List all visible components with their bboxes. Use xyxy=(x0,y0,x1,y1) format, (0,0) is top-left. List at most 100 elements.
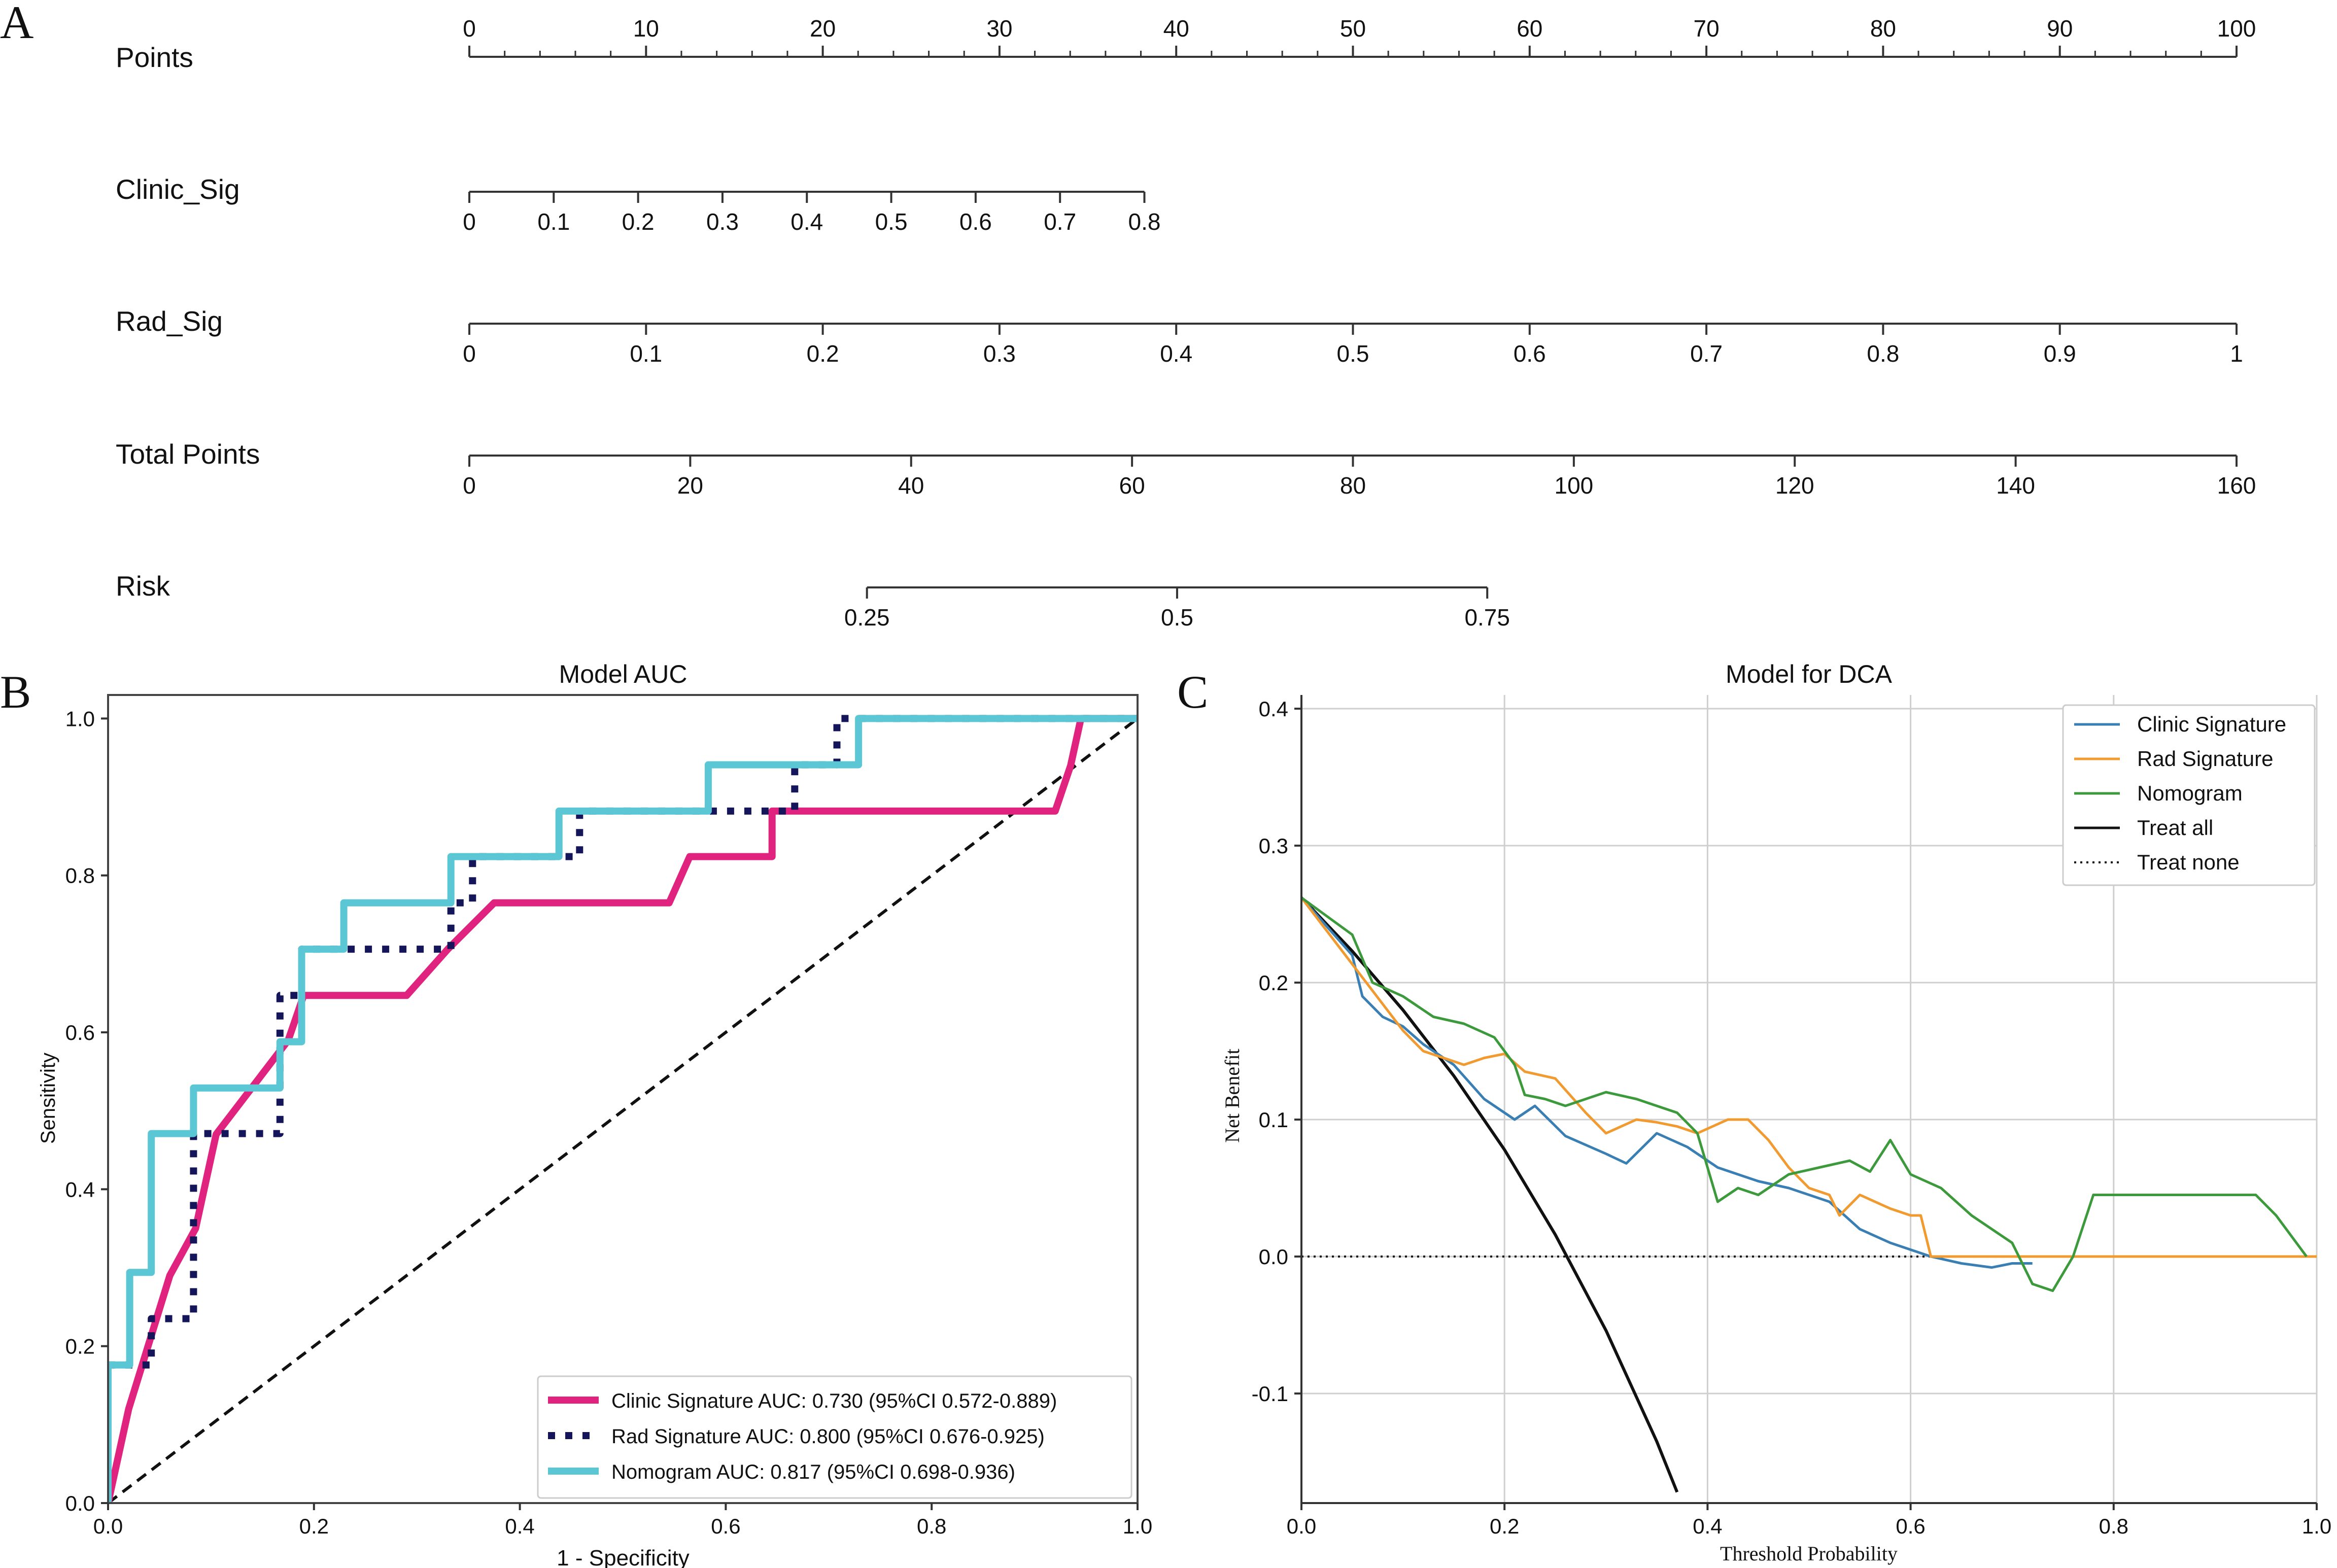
plot-frame xyxy=(107,694,1139,1504)
nomogram-tick-label: 0.8 xyxy=(1867,340,1899,367)
y-tick-label: 0.2 xyxy=(65,1335,95,1358)
nomogram-row-points: Points 0 10 20 30 40 50 60 70 80 90 100 xyxy=(116,15,2256,73)
series-line-rad xyxy=(1301,897,2317,1258)
x-tick-label: 0.0 xyxy=(1287,1514,1316,1538)
roc-chart: Model AUC 1 - Specificity Sensitivity 0.… xyxy=(37,660,1152,1568)
roc-x-label: 1 - Specificity xyxy=(557,1546,690,1568)
series-line-reference xyxy=(108,717,1138,1503)
nomogram-panel: Points 0 10 20 30 40 50 60 70 80 90 100 Clinic_Sig… xyxy=(116,15,2256,631)
x-tick-label: 1.0 xyxy=(2302,1514,2331,1538)
x-tick-label: 0.4 xyxy=(1693,1514,1722,1538)
nomogram-tick-label: 0 xyxy=(463,340,476,367)
panel-label-b: B xyxy=(0,666,31,718)
y-tick-label: 0.4 xyxy=(1259,697,1288,721)
y-tick-label: 0.2 xyxy=(1259,971,1288,995)
y-tick-label: 0.1 xyxy=(1259,1108,1288,1132)
nomogram-tick-label: 20 xyxy=(810,15,836,42)
series-line-treat xyxy=(1301,896,1679,1493)
roc-legend-label-rad: Rad Signature AUC: 0.800 (95%CI 0.676-0.… xyxy=(611,1425,1045,1448)
roc-legend-label-nomogram: Nomogram AUC: 0.817 (95%CI 0.698-0.936) xyxy=(611,1461,1015,1483)
nomogram-tick-label: 0.75 xyxy=(1464,604,1510,631)
nomogram-tick-label: 120 xyxy=(1775,472,1814,499)
nomogram-tick-label: 80 xyxy=(1340,472,1366,499)
dca-y-label: Net Benefit xyxy=(1221,1049,1244,1143)
nomogram-tick-label: 0.5 xyxy=(1337,340,1369,367)
nomogram-tick-label: 100 xyxy=(1555,472,1594,499)
dca-legend: Clinic Signature Rad Signature Nomogram … xyxy=(2062,704,2316,886)
nomogram-row-label: Total Points xyxy=(116,438,260,470)
y-tick-label: -0.1 xyxy=(1252,1382,1288,1406)
nomogram-tick-label: 10 xyxy=(633,15,659,42)
panel-label-a: A xyxy=(0,0,33,48)
series-line-nomogram xyxy=(108,715,1138,1503)
x-tick-label: 0.8 xyxy=(917,1514,946,1538)
nomogram-tick-label: 60 xyxy=(1119,472,1145,499)
x-tick-label: 1.0 xyxy=(1123,1514,1152,1538)
nomogram-row-rad-sig: Rad_Sig 0 0.1 0.2 0.3 0.4 0.5 0.6 0.7 0.8 0.9 1 xyxy=(116,305,2243,367)
nomogram-row-risk: Risk 0.25 0.5 0.75 xyxy=(116,570,1510,631)
y-tick-label: 0.4 xyxy=(65,1177,95,1201)
nomogram-tick-label: 100 xyxy=(2217,15,2256,42)
nomogram-tick-label: 0.6 xyxy=(1514,340,1546,367)
nomogram-tick-label: 0.1 xyxy=(630,340,662,367)
roc-legend-label-clinic: Clinic Signature AUC: 0.730 (95%CI 0.572… xyxy=(611,1390,1057,1412)
x-tick-label: 0.6 xyxy=(1896,1514,1925,1538)
dca-x-label: Threshold Probability xyxy=(1720,1542,1898,1565)
nomogram-tick-label: 70 xyxy=(1694,15,1720,42)
nomogram-tick-label: 60 xyxy=(1517,15,1542,42)
nomogram-tick-label: 0.4 xyxy=(1160,340,1192,367)
nomogram-row-total-points: Total Points 0 20 40 60 80 100 120 140 160 xyxy=(116,438,2256,499)
series-line-nomogram xyxy=(1301,896,2308,1292)
nomogram-tick-label: 0.8 xyxy=(1128,208,1161,235)
nomogram-tick-label: 0 xyxy=(463,15,476,42)
dca-chart: Model for DCA Threshold Probability Net … xyxy=(1221,660,2331,1565)
series-group xyxy=(1301,896,2317,1493)
nomogram-row-label: Risk xyxy=(116,570,170,602)
panel-label-c: C xyxy=(1177,666,1208,718)
y-tick-label: 0.0 xyxy=(65,1491,95,1515)
nomogram-tick-label: 0.5 xyxy=(1161,604,1193,631)
nomogram-tick-label: 0 xyxy=(463,208,476,235)
dca-legend-label-treat-all: Treat all xyxy=(2137,816,2213,840)
nomogram-tick-label: 40 xyxy=(1163,15,1189,42)
nomogram-tick-label: 0.1 xyxy=(537,208,570,235)
nomogram-row-clinic-sig: Clinic_Sig 0 0.1 0.2 0.3 0.4 0.5 0.6 0.7 0.8 xyxy=(116,173,1160,235)
nomogram-tick-label: 0.7 xyxy=(1044,208,1076,235)
nomogram-tick-label: 40 xyxy=(898,472,924,499)
nomogram-tick-label: 80 xyxy=(1870,15,1896,42)
series-line-clinic xyxy=(1301,896,2033,1269)
nomogram-tick-label: 0.2 xyxy=(622,208,655,235)
nomogram-tick-label: 30 xyxy=(986,15,1012,42)
x-tick-label: 0.4 xyxy=(505,1514,534,1538)
x-tick-label: 0.0 xyxy=(93,1514,123,1538)
nomogram-tick-label: 0.4 xyxy=(791,208,823,235)
nomogram-tick-label: 140 xyxy=(1996,472,2035,499)
nomogram-tick-label: 0.7 xyxy=(1690,340,1723,367)
dca-legend-label-nomogram: Nomogram xyxy=(2137,781,2243,805)
nomogram-tick-label: 0.2 xyxy=(807,340,839,367)
roc-title: Model AUC xyxy=(559,660,688,688)
nomogram-row-label: Points xyxy=(116,42,193,73)
dca-legend-label-clinic: Clinic Signature xyxy=(2137,712,2286,736)
roc-legend: Clinic Signature AUC: 0.730 (95%CI 0.572… xyxy=(537,1375,1132,1499)
series-group xyxy=(108,715,1138,1503)
y-tick-label: 1.0 xyxy=(65,707,95,730)
nomogram-tick-label: 1 xyxy=(2230,340,2243,367)
dca-legend-label-rad: Rad Signature xyxy=(2137,747,2274,771)
y-tick-label: 0.8 xyxy=(65,864,95,888)
nomogram-tick-label: 0.6 xyxy=(959,208,992,235)
nomogram-tick-label: 0.3 xyxy=(706,208,739,235)
nomogram-tick-label: 0.5 xyxy=(875,208,908,235)
nomogram-tick-label: 0.3 xyxy=(983,340,1016,367)
roc-y-label: Sensitivity xyxy=(37,1053,59,1144)
dca-title: Model for DCA xyxy=(1726,660,1893,688)
nomogram-tick-label: 0 xyxy=(463,472,476,499)
y-tick-label: 0.6 xyxy=(65,1021,95,1044)
nomogram-tick-label: 160 xyxy=(2217,472,2256,499)
nomogram-tick-label: 0.9 xyxy=(2044,340,2076,367)
x-tick-label: 0.6 xyxy=(711,1514,740,1538)
nomogram-tick-label: 50 xyxy=(1340,15,1366,42)
series-line-clinic xyxy=(108,715,1138,1503)
y-tick-label: 0.0 xyxy=(1259,1245,1288,1269)
